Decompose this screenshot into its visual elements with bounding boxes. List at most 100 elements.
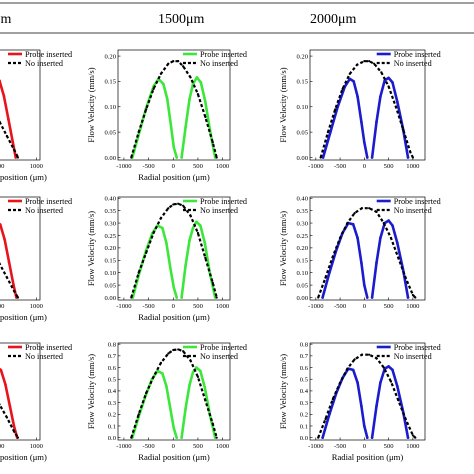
y-tick-label: 0.2 bbox=[300, 412, 308, 419]
data-point bbox=[5, 134, 8, 138]
y-tick-label: 0.15 bbox=[104, 258, 116, 265]
data-point bbox=[348, 77, 352, 81]
x-axis-label: Radial position (μm) bbox=[332, 452, 404, 462]
data-point bbox=[338, 381, 342, 384]
y-tick-label: 0.20 bbox=[296, 53, 308, 60]
data-point bbox=[161, 372, 164, 375]
x-tick-label: -500 bbox=[334, 443, 347, 450]
no-insert-curve bbox=[130, 60, 218, 158]
data-point bbox=[353, 212, 356, 215]
x-tick-label: 1000 bbox=[216, 163, 230, 170]
y-tick-label: 0.05 bbox=[296, 129, 308, 136]
data-point bbox=[324, 276, 327, 279]
data-point bbox=[203, 386, 207, 389]
series-no-inserted bbox=[130, 202, 218, 299]
x-tick-label: 1000 bbox=[30, 443, 44, 450]
probe-curve bbox=[131, 369, 178, 440]
y-tick-label: 0.1 bbox=[300, 423, 308, 430]
data-point bbox=[165, 241, 168, 245]
data-point bbox=[356, 95, 359, 98]
y-tick-label: 0.6 bbox=[300, 365, 309, 372]
probe-curve bbox=[0, 79, 17, 159]
y-tick-label: 0.15 bbox=[296, 79, 308, 86]
data-point bbox=[370, 436, 374, 439]
data-point bbox=[319, 156, 322, 159]
data-point bbox=[8, 404, 12, 407]
data-point bbox=[370, 296, 374, 299]
data-point bbox=[199, 81, 203, 84]
panel-r1-c2: -1000 -500 0 500 1000 0.00 0.05 0.10 0.15 0.20 0.2… bbox=[278, 196, 441, 310]
data-point bbox=[324, 417, 327, 421]
y-tick-label: 0.35 bbox=[296, 208, 308, 215]
y-tick-label: 0.15 bbox=[296, 258, 308, 265]
column-header-1: 1500μm bbox=[158, 12, 205, 27]
data-point bbox=[317, 296, 320, 299]
axes-frame bbox=[117, 196, 231, 301]
probe-curve bbox=[0, 222, 18, 299]
x-tick-label: 0 bbox=[363, 303, 367, 310]
data-point bbox=[411, 156, 414, 159]
data-point bbox=[397, 399, 400, 402]
axes-frame bbox=[117, 49, 231, 161]
data-point bbox=[152, 87, 155, 91]
legend-label-probe: Probe inserted bbox=[25, 50, 72, 59]
column-header-2: 2000μm bbox=[310, 12, 357, 27]
data-point bbox=[351, 368, 355, 372]
data-point bbox=[321, 156, 325, 159]
x-axis-label: Radial position (μm) bbox=[138, 172, 210, 182]
data-point bbox=[215, 436, 218, 439]
data-point bbox=[161, 226, 164, 230]
legend-label-no-insert: No inserted bbox=[394, 352, 432, 361]
data-point bbox=[172, 348, 175, 352]
data-point bbox=[184, 125, 187, 129]
x-tick-label: -500 bbox=[334, 163, 347, 170]
x-tick-label: -1000 bbox=[308, 303, 324, 310]
data-point bbox=[368, 60, 371, 63]
y-axis-label: Flow Velocity (mm/s) bbox=[86, 354, 96, 429]
data-point bbox=[137, 413, 140, 416]
x-tick-label: 1000 bbox=[30, 163, 44, 170]
series-no-inserted bbox=[0, 120, 20, 159]
y-tick-label: 0.20 bbox=[296, 245, 308, 252]
data-point bbox=[414, 296, 417, 299]
data-point bbox=[189, 214, 192, 217]
series-no-inserted bbox=[0, 403, 20, 439]
series-probe-inserted bbox=[0, 367, 19, 439]
x-tick-label: -500 bbox=[143, 443, 156, 450]
y-axis-label: Flow Velocity (mm/s) bbox=[278, 211, 288, 286]
x-tick-label: -1000 bbox=[308, 443, 324, 450]
y-tick-label: 0.05 bbox=[104, 282, 116, 289]
x-tick-label: 500 bbox=[0, 303, 5, 310]
data-point bbox=[404, 276, 407, 279]
data-point bbox=[363, 283, 366, 287]
y-tick-label: 0.10 bbox=[296, 104, 308, 111]
y-tick-label: 0.8 bbox=[300, 341, 309, 348]
no-insert-curve bbox=[130, 348, 218, 439]
data-point bbox=[375, 210, 378, 213]
data-point bbox=[162, 82, 165, 86]
data-point bbox=[406, 156, 410, 159]
series-no-inserted bbox=[130, 60, 218, 159]
legend-label-no-insert: No inserted bbox=[200, 206, 238, 215]
data-point bbox=[387, 85, 390, 88]
y-tick-label: 0.7 bbox=[108, 353, 117, 360]
data-point bbox=[137, 271, 140, 274]
data-point bbox=[180, 436, 183, 439]
y-tick-label: 0.4 bbox=[108, 388, 117, 395]
data-point bbox=[13, 148, 16, 151]
y-tick-label: 0.00 bbox=[104, 295, 116, 302]
series-probe-inserted bbox=[131, 220, 217, 299]
data-point bbox=[152, 231, 155, 235]
data-point bbox=[0, 79, 1, 82]
probe-curve bbox=[370, 365, 410, 440]
no-insert-curve bbox=[130, 202, 218, 298]
data-point bbox=[351, 223, 355, 226]
data-point bbox=[204, 399, 207, 402]
